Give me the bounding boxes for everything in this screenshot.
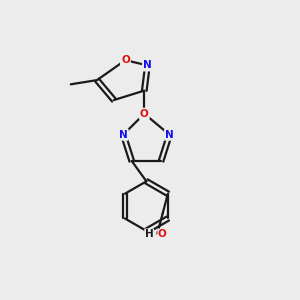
Text: O: O: [140, 109, 149, 119]
Text: O: O: [121, 55, 130, 65]
Text: O: O: [158, 229, 167, 239]
Text: N: N: [143, 60, 152, 70]
Text: N: N: [119, 130, 128, 140]
Text: H: H: [145, 229, 154, 239]
Text: N: N: [165, 130, 174, 140]
